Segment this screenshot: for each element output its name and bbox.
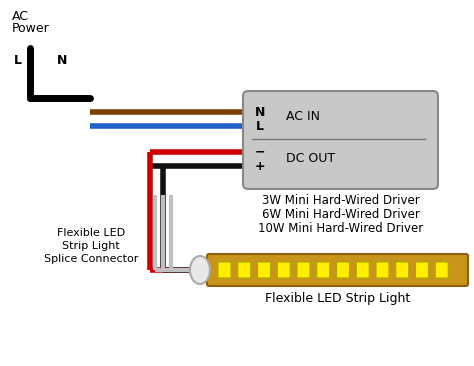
Text: Flexible LED Strip Light: Flexible LED Strip Light [265,292,410,305]
Text: N: N [57,53,67,67]
FancyBboxPatch shape [207,254,468,286]
FancyBboxPatch shape [376,262,389,278]
FancyBboxPatch shape [416,262,428,278]
Text: +: + [255,160,265,172]
FancyBboxPatch shape [218,262,231,278]
Text: L: L [256,120,264,132]
FancyBboxPatch shape [435,262,448,278]
Text: Power: Power [12,22,50,35]
FancyBboxPatch shape [317,262,330,278]
Text: AC: AC [12,10,29,23]
Ellipse shape [190,256,210,284]
Text: L: L [14,53,22,67]
Text: 6W Mini Hard-Wired Driver: 6W Mini Hard-Wired Driver [262,208,419,221]
FancyBboxPatch shape [356,262,369,278]
FancyBboxPatch shape [337,262,349,278]
Text: −: − [255,146,265,158]
Text: 10W Mini Hard-Wired Driver: 10W Mini Hard-Wired Driver [258,222,423,235]
Text: AC IN: AC IN [286,109,320,123]
Text: N: N [255,105,265,119]
FancyBboxPatch shape [243,91,438,189]
FancyBboxPatch shape [297,262,310,278]
Text: Flexible LED
Strip Light
Splice Connector: Flexible LED Strip Light Splice Connecto… [44,228,138,264]
Text: 3W Mini Hard-Wired Driver: 3W Mini Hard-Wired Driver [262,194,419,207]
FancyBboxPatch shape [238,262,251,278]
FancyBboxPatch shape [396,262,409,278]
Text: DC OUT: DC OUT [286,153,335,165]
FancyBboxPatch shape [257,262,271,278]
FancyBboxPatch shape [277,262,290,278]
